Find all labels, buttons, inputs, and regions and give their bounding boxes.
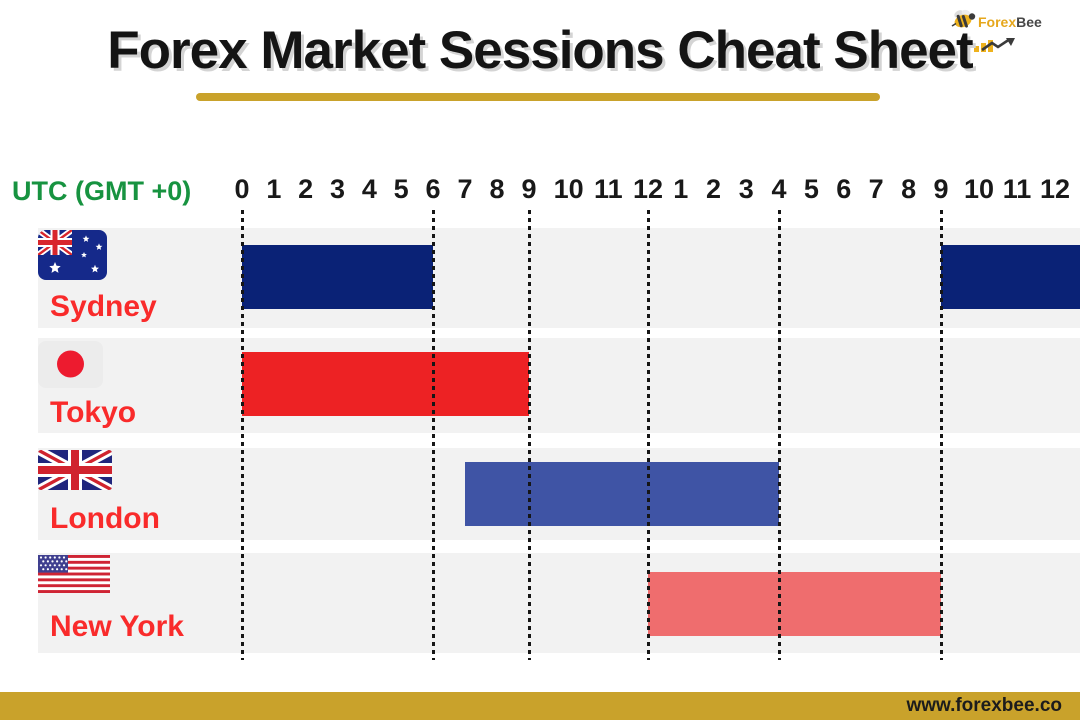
hour-tick-8: 8 [489, 174, 505, 204]
gridline-hour-21 [939, 210, 943, 660]
hour-tick-0: 0 [234, 174, 250, 204]
hour-tick-7: 7 [457, 174, 473, 204]
gridline-hour-12 [646, 210, 650, 660]
australia-flag-icon [38, 230, 107, 280]
bee-icon [950, 7, 976, 36]
hour-tick-12: 12 [632, 174, 664, 204]
session-row-tokyo [38, 338, 1080, 433]
uk-flag-icon [38, 450, 112, 490]
session-row-sydney [38, 228, 1080, 328]
hour-tick-18: 6 [836, 174, 852, 204]
gridline-hour-9 [527, 210, 531, 660]
city-label-sydney: Sydney [50, 290, 157, 323]
session-bar-new-york-0 [648, 572, 941, 636]
gridline-hour-0 [240, 210, 244, 660]
session-bar-sydney-1 [941, 245, 1080, 309]
us-flag-icon [38, 555, 110, 593]
hour-tick-9: 9 [521, 174, 537, 204]
hour-tick-24: 12 [1039, 174, 1071, 204]
japan-flag-icon [38, 341, 103, 388]
hour-tick-14: 2 [705, 174, 722, 204]
hour-tick-1: 1 [266, 174, 282, 204]
hour-tick-5: 5 [393, 174, 409, 204]
page-title: Forex Market Sessions Cheat Sheet [107, 21, 973, 80]
website-url: www.forexbee.co [906, 695, 1062, 716]
hour-tick-3: 3 [329, 174, 346, 204]
hour-tick-19: 7 [868, 174, 884, 204]
hour-tick-13: 1 [673, 174, 689, 204]
hour-tick-15: 3 [738, 174, 754, 204]
city-label-tokyo: Tokyo [50, 396, 137, 429]
city-label-london: London [50, 502, 160, 535]
hour-tick-6: 6 [425, 174, 441, 204]
hour-tick-22: 10 [963, 174, 995, 204]
title-underline [196, 93, 880, 101]
forexbee-logo: ForexBee [950, 7, 1046, 57]
city-label-new-york: New York [50, 610, 184, 643]
hour-tick-23: 11 [1002, 174, 1032, 204]
hour-tick-11: 11 [594, 174, 623, 204]
hour-tick-10: 10 [553, 174, 584, 204]
session-bar-sydney-0 [242, 245, 433, 309]
logo-chart-arrow-icon [974, 37, 1046, 57]
footer-bar: www.forexbee.co [0, 692, 1080, 720]
session-bar-tokyo-0 [242, 352, 529, 416]
session-bar-london-0 [465, 462, 779, 526]
hour-tick-17: 5 [803, 174, 819, 204]
gridline-hour-6 [431, 210, 435, 660]
hour-tick-21: 9 [933, 174, 949, 204]
logo-word-bee: Bee [1016, 13, 1042, 30]
hour-tick-16: 4 [771, 174, 787, 204]
logo-word-forex: Forex [978, 13, 1017, 30]
logo-wordmark: ForexBee [978, 15, 1042, 29]
hour-tick-20: 8 [901, 174, 917, 204]
axis-label-utc: UTC (GMT +0) [12, 176, 192, 206]
gridline-hour-16 [777, 210, 781, 660]
hour-tick-4: 4 [361, 174, 377, 204]
hour-tick-2: 2 [298, 174, 314, 204]
